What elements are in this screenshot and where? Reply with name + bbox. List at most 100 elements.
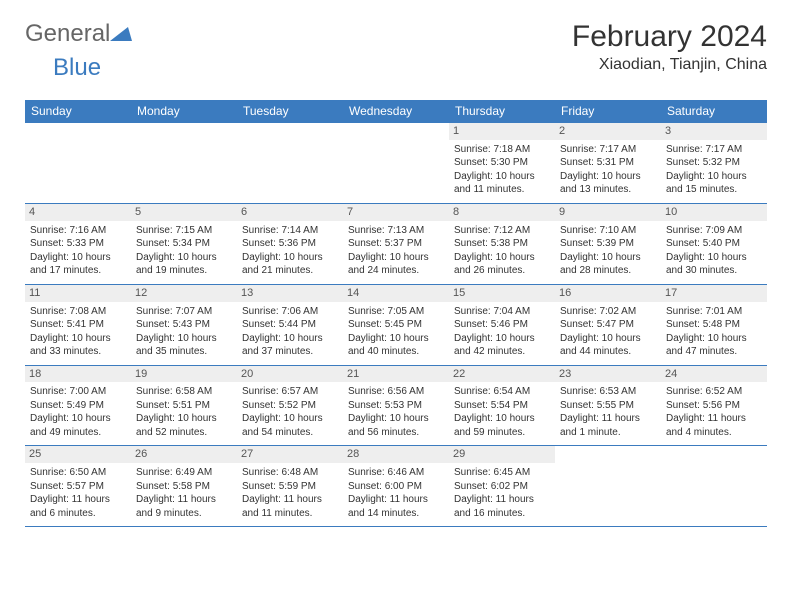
- day-cell: 22Sunrise: 6:54 AMSunset: 5:54 PMDayligh…: [449, 366, 555, 446]
- sunrise-text: Sunrise: 7:17 AM: [560, 143, 656, 157]
- day-cell: 26Sunrise: 6:49 AMSunset: 5:58 PMDayligh…: [131, 446, 237, 526]
- day-cell: 3 Sunrise: 7:17 AMSunset: 5:32 PMDaylight…: [661, 123, 767, 203]
- week-row: 25Sunrise: 6:50 AMSunset: 5:57 PMDayligh…: [25, 445, 767, 527]
- day-number: 4: [25, 204, 131, 221]
- day-number: 27: [237, 446, 343, 463]
- location: Xiaodian, Tianjin, China: [572, 56, 767, 74]
- daylight-text: Daylight: 10 hours and 42 minutes.: [454, 332, 550, 359]
- weekday-header: Sunday: [25, 100, 131, 122]
- sunrise-text: Sunrise: 7:02 AM: [560, 305, 656, 319]
- sunset-text: Sunset: 5:40 PM: [666, 237, 762, 251]
- day-cell: [555, 446, 661, 526]
- day-number: 11: [25, 285, 131, 302]
- day-number: 16: [555, 285, 661, 302]
- sunset-text: Sunset: 5:44 PM: [242, 318, 338, 332]
- calendar: SundayMondayTuesdayWednesdayThursdayFrid…: [25, 100, 767, 527]
- sunset-text: Sunset: 5:34 PM: [136, 237, 232, 251]
- day-number: 12: [131, 285, 237, 302]
- daylight-text: Daylight: 11 hours and 1 minute.: [560, 412, 656, 439]
- day-cell: 10Sunrise: 7:09 AMSunset: 5:40 PMDayligh…: [661, 204, 767, 284]
- day-cell: 27 Sunrise: 6:48 AMSunset: 5:59 PMDayligh…: [237, 446, 343, 526]
- day-cell: 20 Sunrise: 6:57 AMSunset: 5:52 PMDayligh…: [237, 366, 343, 446]
- day-cell: 8Sunrise: 7:12 AMSunset: 5:38 PMDaylight…: [449, 204, 555, 284]
- sunset-text: Sunset: 5:39 PM: [560, 237, 656, 251]
- daylight-text: Daylight: 11 hours and 11 minutes.: [242, 493, 338, 520]
- day-cell: 6Sunrise: 7:14 AMSunset: 5:36 PMDaylight…: [237, 204, 343, 284]
- daylight-text: Daylight: 11 hours and 16 minutes.: [454, 493, 550, 520]
- daylight-text: Daylight: 10 hours and 52 minutes.: [136, 412, 232, 439]
- daylight-text: Daylight: 10 hours and 19 minutes.: [136, 251, 232, 278]
- weekday-header: Saturday: [661, 100, 767, 122]
- daylight-text: Daylight: 10 hours and 49 minutes.: [30, 412, 126, 439]
- sunrise-text: Sunrise: 6:57 AM: [242, 385, 338, 399]
- sunset-text: Sunset: 5:58 PM: [136, 480, 232, 494]
- day-number: 25: [25, 446, 131, 463]
- sunset-text: Sunset: 5:41 PM: [30, 318, 126, 332]
- sunrise-text: Sunrise: 7:15 AM: [136, 224, 232, 238]
- sunrise-text: Sunrise: 6:48 AM: [242, 466, 338, 480]
- day-number: 15: [449, 285, 555, 302]
- daylight-text: Daylight: 10 hours and 15 minutes.: [666, 170, 762, 197]
- day-cell: [343, 123, 449, 203]
- day-cell: 14Sunrise: 7:05 AMSunset: 5:45 PMDayligh…: [343, 285, 449, 365]
- day-cell: 9Sunrise: 7:10 AMSunset: 5:39 PMDaylight…: [555, 204, 661, 284]
- sunrise-text: Sunrise: 6:53 AM: [560, 385, 656, 399]
- sunset-text: Sunset: 5:54 PM: [454, 399, 550, 413]
- day-number: 23: [555, 366, 661, 383]
- sunset-text: Sunset: 5:51 PM: [136, 399, 232, 413]
- daylight-text: Daylight: 10 hours and 11 minutes.: [454, 170, 550, 197]
- day-number: 21: [343, 366, 449, 383]
- day-number: 6: [237, 204, 343, 221]
- sunrise-text: Sunrise: 7:04 AM: [454, 305, 550, 319]
- daylight-text: Daylight: 10 hours and 40 minutes.: [348, 332, 444, 359]
- day-cell: 15Sunrise: 7:04 AMSunset: 5:46 PMDayligh…: [449, 285, 555, 365]
- sunset-text: Sunset: 5:49 PM: [30, 399, 126, 413]
- sunrise-text: Sunrise: 6:45 AM: [454, 466, 550, 480]
- week-row: 4Sunrise: 7:16 AMSunset: 5:33 PMDaylight…: [25, 203, 767, 284]
- sunset-text: Sunset: 5:59 PM: [242, 480, 338, 494]
- day-cell: [131, 123, 237, 203]
- weekday-header: Tuesday: [237, 100, 343, 122]
- sunrise-text: Sunrise: 7:08 AM: [30, 305, 126, 319]
- week-row: 1Sunrise: 7:18 AMSunset: 5:30 PMDaylight…: [25, 122, 767, 203]
- logo-triangle-icon: [110, 20, 132, 48]
- weekday-header: Wednesday: [343, 100, 449, 122]
- day-number: 3: [661, 123, 767, 140]
- sunrise-text: Sunrise: 7:16 AM: [30, 224, 126, 238]
- sunset-text: Sunset: 5:47 PM: [560, 318, 656, 332]
- day-number: 7: [343, 204, 449, 221]
- day-cell: [25, 123, 131, 203]
- weekday-header: Monday: [131, 100, 237, 122]
- daylight-text: Daylight: 11 hours and 4 minutes.: [666, 412, 762, 439]
- week-row: 18Sunrise: 7:00 AMSunset: 5:49 PMDayligh…: [25, 365, 767, 446]
- daylight-text: Daylight: 10 hours and 21 minutes.: [242, 251, 338, 278]
- weekday-header: Thursday: [449, 100, 555, 122]
- sunrise-text: Sunrise: 7:06 AM: [242, 305, 338, 319]
- sunset-text: Sunset: 5:32 PM: [666, 156, 762, 170]
- day-cell: 28Sunrise: 6:46 AMSunset: 6:00 PMDayligh…: [343, 446, 449, 526]
- day-cell: 19Sunrise: 6:58 AMSunset: 5:51 PMDayligh…: [131, 366, 237, 446]
- day-cell: 17Sunrise: 7:01 AMSunset: 5:48 PMDayligh…: [661, 285, 767, 365]
- day-cell: 25Sunrise: 6:50 AMSunset: 5:57 PMDayligh…: [25, 446, 131, 526]
- sunset-text: Sunset: 5:52 PM: [242, 399, 338, 413]
- sunrise-text: Sunrise: 7:17 AM: [666, 143, 762, 157]
- daylight-text: Daylight: 10 hours and 24 minutes.: [348, 251, 444, 278]
- daylight-text: Daylight: 10 hours and 54 minutes.: [242, 412, 338, 439]
- weekday-header: Friday: [555, 100, 661, 122]
- sunrise-text: Sunrise: 7:05 AM: [348, 305, 444, 319]
- day-number: 24: [661, 366, 767, 383]
- sunset-text: Sunset: 5:45 PM: [348, 318, 444, 332]
- day-cell: 23Sunrise: 6:53 AMSunset: 5:55 PMDayligh…: [555, 366, 661, 446]
- sunset-text: Sunset: 5:38 PM: [454, 237, 550, 251]
- sunrise-text: Sunrise: 6:56 AM: [348, 385, 444, 399]
- sunrise-text: Sunrise: 6:54 AM: [454, 385, 550, 399]
- day-number: 10: [661, 204, 767, 221]
- day-cell: 24Sunrise: 6:52 AMSunset: 5:56 PMDayligh…: [661, 366, 767, 446]
- sunrise-text: Sunrise: 7:01 AM: [666, 305, 762, 319]
- sunrise-text: Sunrise: 7:10 AM: [560, 224, 656, 238]
- day-number: 29: [449, 446, 555, 463]
- day-number: 20: [237, 366, 343, 383]
- sunset-text: Sunset: 5:36 PM: [242, 237, 338, 251]
- daylight-text: Daylight: 10 hours and 59 minutes.: [454, 412, 550, 439]
- day-number: 8: [449, 204, 555, 221]
